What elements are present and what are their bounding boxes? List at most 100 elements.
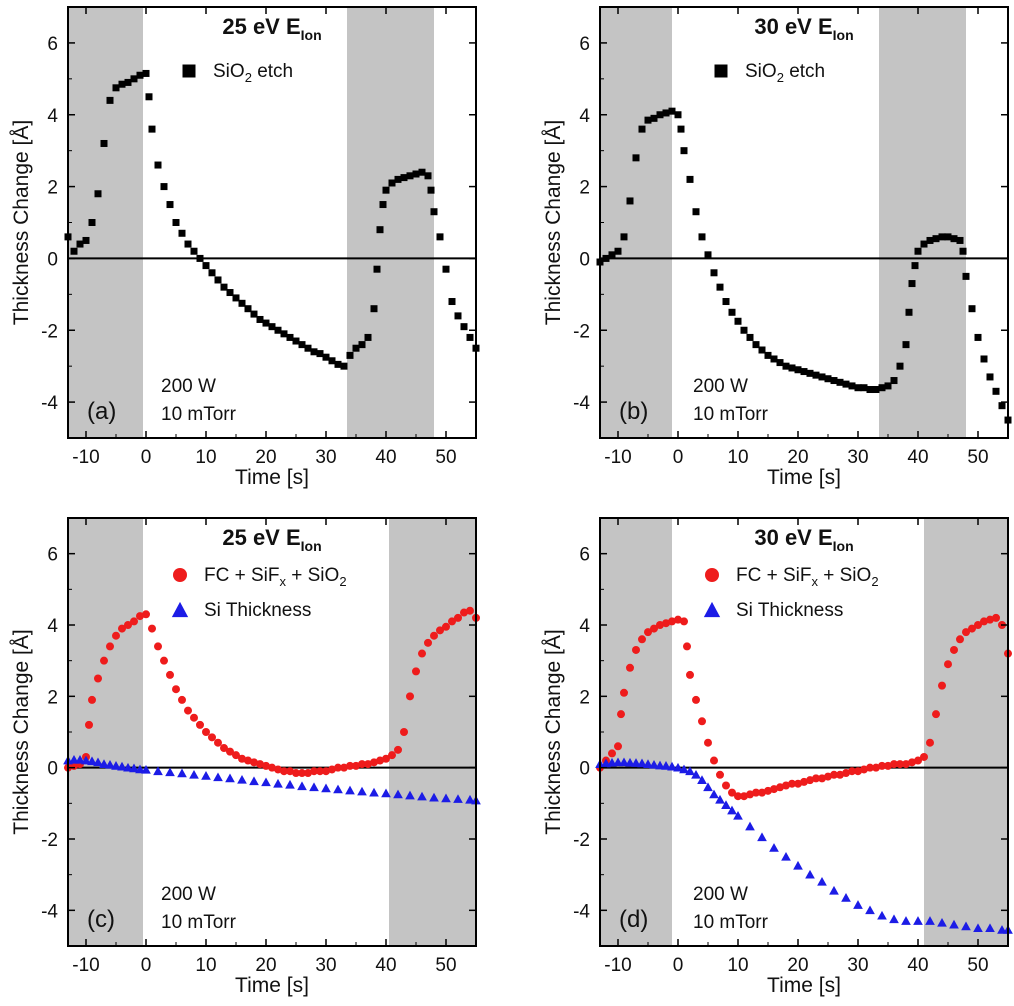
legend-marker: [705, 568, 719, 582]
data-point: [829, 885, 839, 895]
data-point: [400, 174, 408, 182]
data-point: [872, 386, 880, 394]
data-point: [238, 299, 246, 307]
data-point: [926, 236, 934, 244]
data-point: [322, 767, 330, 776]
x-tick-label: 20: [787, 955, 808, 976]
data-point: [728, 308, 736, 316]
data-point: [788, 364, 796, 372]
data-point: [250, 310, 258, 318]
data-point: [968, 305, 976, 313]
x-tick-label: -10: [604, 955, 631, 976]
data-point: [214, 738, 222, 747]
data-point: [262, 761, 270, 770]
data-point: [76, 240, 84, 248]
data-point: [650, 114, 658, 122]
y-tick-label: 6: [579, 545, 590, 566]
data-point: [148, 125, 156, 133]
data-point: [141, 764, 151, 774]
legend-marker: [182, 64, 196, 78]
data-point: [400, 728, 408, 736]
y-tick-label: 4: [579, 106, 590, 127]
data-point: [196, 720, 204, 729]
data-point: [105, 759, 115, 769]
data-point: [782, 362, 790, 370]
data-point: [381, 788, 391, 798]
data-point: [154, 161, 162, 169]
data-point: [884, 382, 892, 390]
legend-marker: [703, 601, 721, 618]
data-point: [454, 613, 462, 622]
panel-label: (a): [87, 398, 116, 425]
data-point: [925, 916, 935, 925]
data-point: [836, 770, 844, 779]
data-point: [974, 621, 982, 629]
data-point: [297, 781, 307, 791]
data-point: [405, 790, 415, 800]
legend-text-sub2: 2: [339, 574, 346, 589]
data-point: [118, 80, 126, 88]
data-point: [769, 843, 779, 852]
x-tick-label: -10: [72, 447, 99, 468]
series-0: [596, 107, 1012, 424]
data-point: [617, 710, 625, 719]
data-point: [123, 762, 133, 772]
data-point: [112, 84, 120, 92]
data-point: [334, 360, 342, 368]
data-point: [716, 770, 724, 779]
x-tick-label: 10: [727, 955, 748, 976]
data-point: [758, 788, 766, 797]
data-point: [980, 355, 988, 363]
data-point: [656, 111, 664, 119]
data-point: [878, 761, 886, 770]
data-point: [292, 337, 300, 345]
data-point: [370, 305, 378, 313]
panel-title: 25 eV EIon: [222, 525, 321, 554]
data-point: [388, 751, 396, 760]
data-point: [340, 763, 348, 772]
y-tick-label: -4: [573, 393, 590, 414]
data-point: [860, 384, 868, 392]
data-point: [333, 784, 343, 794]
x-tick-label: 30: [315, 955, 336, 976]
x-axis-title: Time [s]: [235, 466, 309, 489]
data-point: [679, 764, 689, 774]
panel-title: 30 eV EIon: [754, 14, 853, 43]
data-point: [373, 265, 381, 273]
data-point: [382, 754, 390, 763]
y-tick-label: 2: [579, 687, 590, 708]
data-point: [650, 624, 658, 633]
data-point: [376, 756, 384, 765]
data-point: [226, 747, 234, 756]
data-point: [154, 642, 162, 651]
data-point: [369, 787, 379, 797]
data-point: [848, 767, 856, 776]
data-point: [88, 695, 96, 704]
data-point: [106, 642, 114, 651]
y-tick-label: 2: [47, 687, 58, 708]
x-tick-label: 10: [727, 447, 748, 468]
data-point: [142, 610, 150, 619]
data-point: [202, 262, 210, 270]
annotation-power: 200 W: [161, 884, 216, 905]
data-point: [944, 660, 952, 669]
data-point: [358, 760, 366, 769]
data-point: [896, 760, 904, 769]
data-point: [632, 645, 640, 654]
data-point: [757, 832, 767, 842]
data-point: [129, 763, 139, 773]
data-point: [273, 778, 283, 788]
data-point: [902, 341, 910, 349]
data-point: [225, 773, 235, 783]
legend-text-rest: etch: [252, 61, 293, 82]
data-point: [429, 792, 439, 802]
data-point: [442, 622, 450, 631]
data-point: [620, 233, 628, 241]
legend-marker: [173, 568, 187, 582]
data-point: [153, 766, 163, 776]
annotation-power: 200 W: [161, 376, 216, 397]
data-point: [608, 251, 616, 259]
panel-c: -10 0 10 20 30 40 50 -4 -2 0 2 4 6 Time [s] Thickness …: [10, 517, 481, 997]
data-point: [692, 695, 700, 704]
data-point: [166, 670, 174, 679]
